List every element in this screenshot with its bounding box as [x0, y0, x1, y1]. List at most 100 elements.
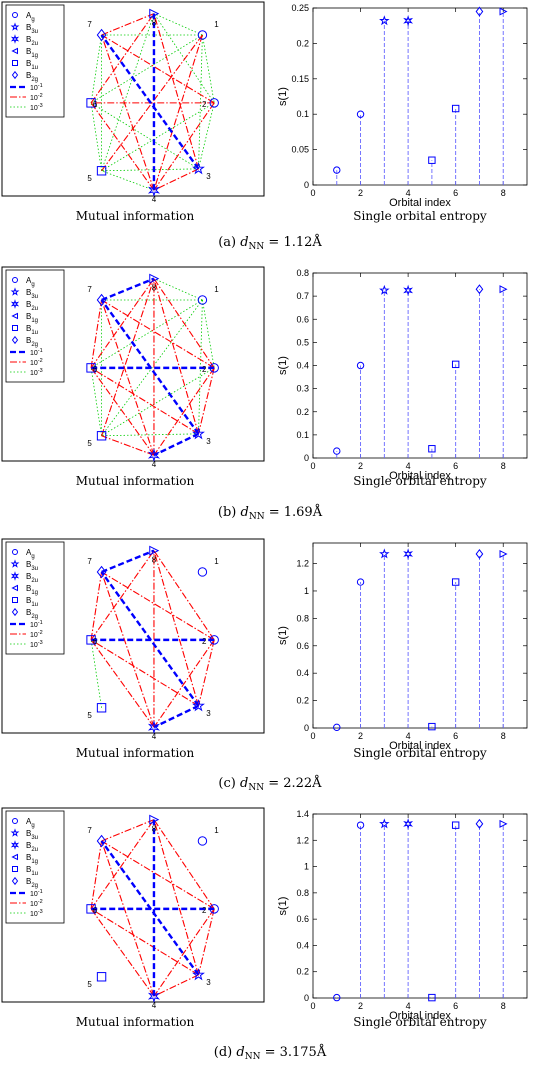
legend-orbital-sub: 2u [31, 41, 38, 47]
node-label-6: 6 [93, 906, 98, 915]
mi-link-medium-7-8 [101, 13, 155, 36]
orbital-node-8 [149, 273, 160, 284]
node-label-3: 3 [206, 709, 211, 718]
legend-orbital-sub: 2u [31, 306, 38, 312]
node-label-8: 8 [152, 284, 157, 293]
node-label-2: 2 [202, 365, 207, 374]
stem-point-5 [428, 722, 436, 731]
orbital-node-3 [192, 968, 205, 981]
subfigure-letter: (a) [218, 235, 240, 250]
node-label-1: 1 [214, 20, 219, 29]
legend-line-label: 10-2 [30, 358, 43, 367]
legend-orbital-letter: B [26, 596, 31, 605]
legend-orbital-sub: 1u [31, 330, 38, 336]
legend-orbital-letter: B [26, 608, 31, 617]
y-axis-label: s(1) [277, 356, 289, 375]
legend-orbital-letter: A [26, 11, 32, 20]
legend-orbital-sub: 2g [31, 614, 38, 620]
x-tick-label: 6 [453, 731, 458, 741]
node-label-4: 4 [152, 460, 157, 469]
caption-single-orbital-entropy: Single orbital entropy [353, 746, 487, 760]
mi-link-strong-3-4 [153, 432, 200, 457]
legend-line-label: 10-1 [30, 348, 43, 357]
node-label-4: 4 [152, 195, 157, 204]
orbital-node-6 [86, 904, 96, 914]
mi-link-medium-2-4 [153, 102, 215, 191]
mi-link-medium-2-4 [153, 639, 215, 728]
orbital-node-6 [86, 635, 96, 645]
x-tick-label: 2 [358, 1001, 363, 1011]
mi-link-medium-4-6 [90, 102, 155, 191]
x-axis-label: Orbital index [389, 197, 451, 209]
x-tick-label: 0 [310, 461, 315, 471]
mi-link-strong-3-4 [153, 704, 200, 729]
subfigure-symbol: d [240, 776, 248, 791]
mi-link-medium-7-8 [101, 819, 155, 842]
orbital-node-8 [149, 545, 160, 556]
y-axis-label: s(1) [277, 87, 289, 106]
legend-marker-diamond-icon [11, 876, 19, 886]
legend-orbital-letter: B [26, 324, 31, 333]
mi-link-medium-2-8 [153, 819, 215, 910]
y-tick-label: 0.4 [296, 940, 309, 950]
stem-point-1 [333, 166, 341, 174]
y-tick-label: 0.4 [296, 361, 309, 371]
x-axis-label: Orbital index [389, 1010, 451, 1022]
mi-link-weak-1-3 [198, 34, 203, 169]
legend-marker-tri-left-icon [11, 853, 18, 861]
mi-link-medium-6-8 [90, 13, 155, 104]
legend-marker-star5-icon [10, 828, 20, 837]
y-tick-label: 0.8 [296, 613, 309, 623]
mi-link-medium-6-8 [90, 819, 155, 910]
orbital-node-7 [96, 565, 107, 579]
legend-marker-circle-icon [12, 818, 18, 824]
mi-link-medium-6-8 [90, 278, 155, 369]
legend-line-exp: -1 [38, 348, 43, 354]
legend-marker-circle-icon [12, 277, 18, 283]
plot-frame [312, 813, 528, 999]
legend-line-base: 10 [30, 891, 38, 898]
stem-point-6 [451, 360, 460, 369]
mi-link-medium-3-8 [153, 278, 200, 434]
legend-marker-tri-left-icon [11, 47, 18, 55]
orbital-node-5 [96, 431, 107, 441]
legend-orbital-label: Ag [26, 276, 35, 288]
legend-orbital-sub: 3u [31, 566, 38, 572]
orbital-node-7 [96, 834, 107, 848]
node-label-5: 5 [87, 439, 92, 448]
y-tick-label: 1 [304, 862, 309, 872]
y-tick-label: 0.1 [296, 109, 309, 119]
subfigure-symbol-sub: NN [245, 1052, 261, 1062]
mi-link-medium-2-3 [197, 367, 215, 434]
x-tick-label: 8 [501, 188, 506, 198]
x-tick-label: 4 [406, 1001, 411, 1011]
legend-line-base: 10 [30, 370, 38, 377]
legend-line-exp: -3 [38, 368, 43, 374]
mi-link-weak-1-6 [90, 34, 203, 104]
entropy-stem-plot: 0 0.1 0.2 0.3 0.4 0.5 0.6 0.7 0.8 0 2 4 6 8 s(1) Orbita… [277, 268, 528, 482]
legend-orbital-letter: B [26, 853, 31, 862]
legend-line-exp: -2 [38, 899, 43, 905]
legend-orbital-sub: 3u [31, 29, 38, 35]
orbital-node-4 [147, 448, 160, 463]
mi-link-medium-3-6 [90, 639, 199, 707]
orbital-node-4 [147, 989, 160, 1004]
legend-orbital-sub: g [31, 823, 34, 829]
plot-frame [312, 272, 528, 459]
legend-orbital-letter: B [26, 288, 31, 297]
mi-link-weak-1-2 [202, 34, 215, 103]
orbital-node-1 [197, 836, 208, 846]
legend-line-exp: -3 [38, 640, 43, 646]
x-tick-label: 0 [310, 731, 315, 741]
legend-orbital-sub: 1u [31, 602, 38, 608]
orbital-node-2 [209, 363, 219, 373]
legend-orbital-label: B2g [26, 608, 38, 620]
stem-point-4 [403, 548, 414, 560]
mi-link-weak-5-6 [90, 367, 102, 436]
legend-orbital-letter: B [26, 71, 31, 80]
legend-orbital-label: B3u [26, 288, 38, 300]
stem-point-1 [333, 447, 341, 455]
